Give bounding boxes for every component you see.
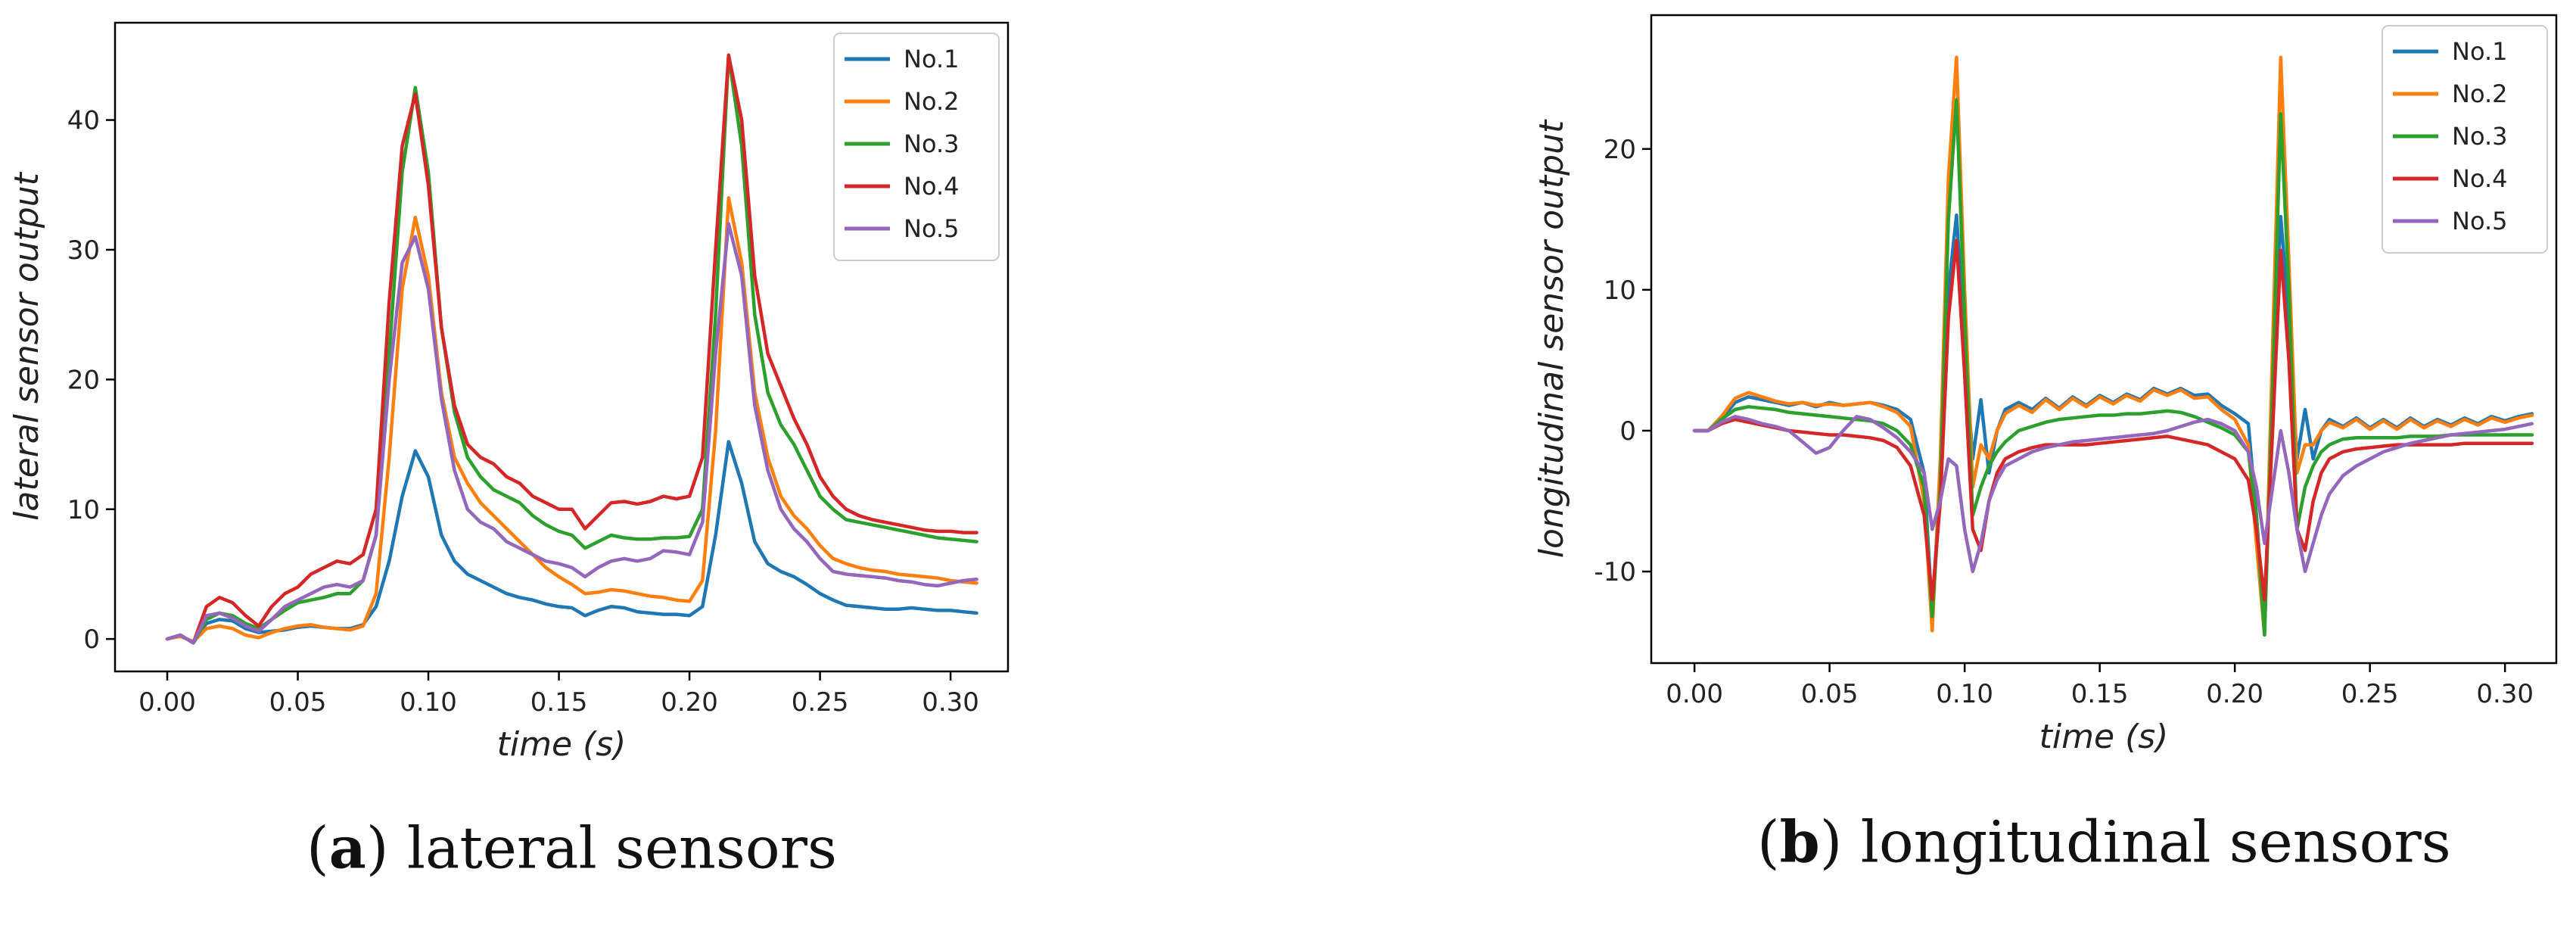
legend-label: No.5 [904, 214, 959, 243]
series-line-no2 [165, 196, 978, 643]
x-tick-label: 0.00 [138, 687, 196, 718]
legend-label: No.1 [2452, 37, 2507, 66]
legend-label: No.2 [904, 87, 959, 116]
y-tick-label: 30 [67, 235, 100, 266]
legend: No.1 No.2 No.3 No.4 No.5 [833, 33, 1000, 261]
caption-a: (a) lateral sensors [306, 814, 837, 882]
y-tick-label: 0 [1619, 416, 1636, 447]
series-line-no1 [165, 440, 978, 645]
legend-box [833, 33, 1000, 261]
caption-b-text: longitudinal sensors [1860, 808, 2451, 876]
y-tick-label: 10 [67, 495, 100, 525]
legend-label: No.2 [2452, 79, 2507, 108]
y-tick-label: 0 [83, 624, 100, 655]
longitudinal-sensors-chart: 0.00 0.05 0.10 0.15 0.20 0.25 0.30 -10 0 10 20 time… [1532, 14, 2558, 756]
x-tick-label: 0.10 [1936, 679, 1993, 709]
legend-box [2382, 25, 2548, 254]
series-line-no4 [1692, 238, 2534, 602]
x-tick-label: 0.30 [922, 687, 979, 718]
x-axis-label: time (s) [2039, 718, 2169, 756]
legend-label: No.4 [2452, 164, 2507, 193]
y-tick-label: 40 [67, 106, 100, 136]
x-tick-label: 0.10 [400, 687, 457, 718]
x-tick-label: 0.15 [2071, 679, 2129, 709]
caption-b: (b) longitudinal sensors [1757, 808, 2451, 876]
legend-label: No.3 [904, 129, 959, 158]
y-tick-label: -10 [1594, 557, 1636, 587]
x-axis-label: time (s) [497, 725, 627, 764]
plot-frame [1650, 14, 2558, 665]
y-tick-label: 20 [1604, 135, 1636, 165]
x-tick-label: 0.05 [1801, 679, 1859, 709]
caption-a-letter: a [328, 814, 366, 882]
legend: No.1 No.2 No.3 No.4 No.5 [2382, 25, 2548, 254]
plot-frame [114, 21, 1010, 673]
legend-label: No.5 [2452, 207, 2507, 235]
x-tick-label: 0.00 [1666, 679, 1723, 709]
x-tick-label: 0.15 [530, 687, 588, 718]
caption-a-text: lateral sensors [406, 814, 837, 882]
y-tick-label: 10 [1604, 276, 1636, 306]
series-line-no5 [165, 222, 978, 645]
x-tick-label: 0.25 [2341, 679, 2399, 709]
x-tick-label: 0.05 [269, 687, 327, 718]
x-tick-label: 0.20 [2206, 679, 2263, 709]
lateral-sensors-chart: 0.00 0.05 0.10 0.15 0.20 0.25 0.30 0 10 20 30 40 tim… [8, 21, 1010, 764]
series-line-no3 [165, 53, 978, 645]
y-tick-label: 20 [67, 365, 100, 395]
y-axis-label: lateral sensor output [8, 171, 46, 520]
series-line-no2 [1692, 55, 2534, 637]
series-group [165, 53, 978, 645]
legend-label: No.4 [904, 172, 959, 201]
series-group [1692, 55, 2534, 637]
series-line-no4 [165, 53, 978, 645]
caption-b-letter: b [1779, 808, 1820, 876]
x-tick-label: 0.25 [792, 687, 849, 718]
x-tick-label: 0.20 [661, 687, 718, 718]
legend-label: No.1 [904, 45, 959, 73]
x-tick-label: 0.30 [2476, 679, 2534, 709]
legend-label: No.3 [2452, 122, 2507, 151]
series-line-no5 [1692, 415, 2534, 574]
y-axis-label: longitudinal sensor output [1532, 119, 1571, 558]
